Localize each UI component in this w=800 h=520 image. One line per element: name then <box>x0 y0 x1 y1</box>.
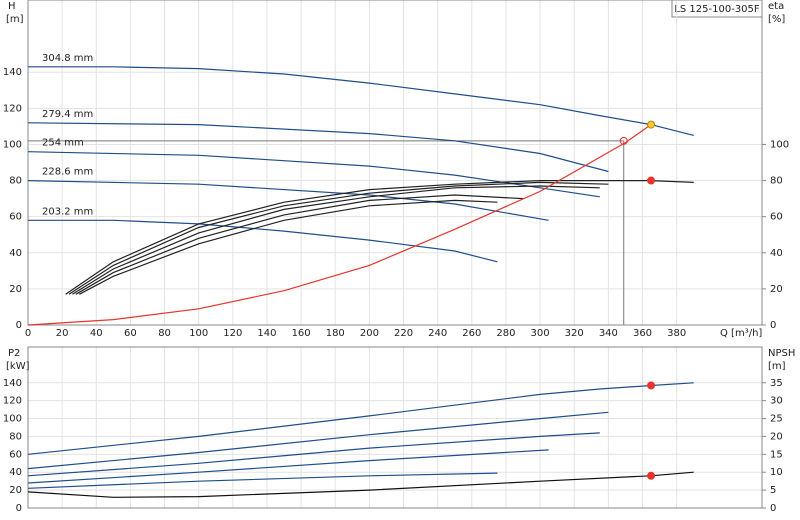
curve <box>27 180 549 221</box>
y2-tick-label: 10 <box>770 467 783 478</box>
curve <box>27 449 549 484</box>
y2-tick-label: 20 <box>770 431 783 442</box>
curve <box>27 472 498 489</box>
curve <box>28 219 498 263</box>
y2-tick-label: 15 <box>770 449 783 460</box>
y-tick-label: 100 <box>3 414 22 425</box>
y-tick-label: 80 <box>9 176 22 187</box>
curve-label: 304.8 mm <box>42 53 93 64</box>
y2-axis-unit: [%] <box>768 14 785 25</box>
x-tick-label: 0 <box>25 328 31 339</box>
x-tick-label: 380 <box>667 328 686 339</box>
y2-tick-label: 100 <box>770 139 789 150</box>
y-tick-label: 20 <box>9 284 22 295</box>
operating-point <box>619 136 628 145</box>
y-tick-label: 40 <box>9 467 22 478</box>
x-tick-label: 280 <box>496 328 515 339</box>
curve <box>28 66 694 136</box>
y-tick-label: 80 <box>9 431 22 442</box>
x-tick-label: 260 <box>462 328 481 339</box>
curve <box>78 199 498 295</box>
curve <box>27 151 600 198</box>
y2-tick-label: 25 <box>770 414 783 425</box>
x-tick-label: 60 <box>124 328 137 339</box>
y-tick-label: 0 <box>16 503 22 514</box>
y2-axis-unit: [m] <box>768 361 786 372</box>
y-tick-label: 140 <box>3 378 22 389</box>
y-axis-unit: [kW] <box>6 361 30 372</box>
curve-label: 254 mm <box>42 138 84 149</box>
y-tick-label: 100 <box>3 139 22 150</box>
y-axis-label: H <box>8 1 16 12</box>
curve-label: 203.2 mm <box>42 206 93 217</box>
curve <box>72 185 600 295</box>
y2-tick-label: 30 <box>770 396 783 407</box>
curve <box>27 411 609 470</box>
x-tick-label: 200 <box>360 328 379 339</box>
y-tick-label: 120 <box>3 103 22 114</box>
x-tick-label: 140 <box>257 328 276 339</box>
chart-title: LS 125-100-305F <box>674 4 760 15</box>
curve <box>68 181 609 295</box>
x-tick-label: 240 <box>428 328 447 339</box>
curve <box>75 194 524 295</box>
x-tick-label: 360 <box>633 328 652 339</box>
x-tick-label: 120 <box>223 328 242 339</box>
y2-tick-label: 35 <box>770 378 783 389</box>
plot-frame <box>27 0 763 326</box>
curve-label: 279.4 mm <box>42 109 93 120</box>
curve <box>27 122 609 173</box>
y-tick-label: 60 <box>9 212 22 223</box>
y2-tick-label: 40 <box>770 248 783 259</box>
x-tick-label: 160 <box>292 328 311 339</box>
curve <box>27 432 600 477</box>
curve <box>65 180 694 295</box>
y-axis-label: P2 <box>8 348 20 359</box>
operating-point <box>647 176 656 185</box>
x-tick-label: 340 <box>599 328 618 339</box>
x-tick-label: 320 <box>565 328 584 339</box>
y2-axis-label: NPSH <box>768 348 795 359</box>
y2-tick-label: 20 <box>770 284 783 295</box>
y-tick-label: 60 <box>9 449 22 460</box>
y2-axis-label: eta <box>768 1 784 12</box>
y2-tick-label: 0 <box>770 320 776 331</box>
y2-tick-label: 0 <box>770 503 776 514</box>
y2-tick-label: 80 <box>770 176 783 187</box>
y-tick-label: 40 <box>9 248 22 259</box>
y-tick-label: 0 <box>16 320 22 331</box>
curve <box>27 124 652 326</box>
y-tick-label: 140 <box>3 67 22 78</box>
operating-point <box>647 120 656 129</box>
x-axis-label: Q [m³/h] <box>720 328 762 339</box>
x-tick-label: 100 <box>189 328 208 339</box>
x-tick-label: 300 <box>531 328 550 339</box>
curve-label: 228.6 mm <box>42 167 93 178</box>
operating-point <box>647 381 656 390</box>
operating-point <box>647 471 656 480</box>
y-axis-unit: [m] <box>6 14 24 25</box>
x-tick-label: 80 <box>158 328 171 339</box>
plot-frame <box>27 346 763 509</box>
y-tick-label: 20 <box>9 485 22 496</box>
x-tick-label: 180 <box>326 328 345 339</box>
y-tick-label: 120 <box>3 396 22 407</box>
y2-tick-label: 60 <box>770 212 783 223</box>
x-tick-label: 220 <box>394 328 413 339</box>
x-tick-label: 20 <box>56 328 69 339</box>
x-tick-label: 40 <box>90 328 103 339</box>
y2-tick-label: 5 <box>770 485 776 496</box>
